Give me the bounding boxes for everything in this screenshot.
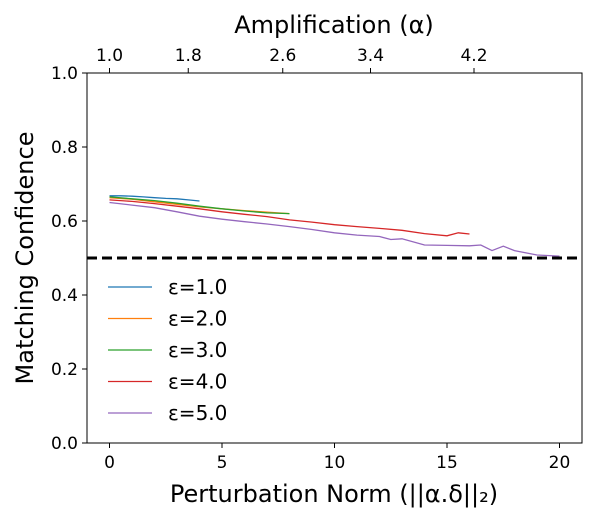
legend-label-5: ε=5.0 <box>168 401 227 425</box>
series-line-1 <box>109 195 200 202</box>
legend-label-4: ε=4.0 <box>168 370 227 394</box>
x-tick-label: 20 <box>549 453 571 473</box>
y-tick-label: 1.0 <box>51 64 78 84</box>
y-tick-label: 0.0 <box>51 434 78 454</box>
y-tick-label: 0.2 <box>51 360 78 380</box>
y-tick-label: 0.4 <box>51 286 78 306</box>
series-line-2 <box>109 197 290 215</box>
top-x-axis-title: Amplification (α) <box>234 11 434 39</box>
top-x-tick-label: 1.0 <box>96 46 123 66</box>
y-tick-label: 0.8 <box>51 138 78 158</box>
x-axis-title: Perturbation Norm (||α.δ||₂) <box>170 480 498 508</box>
top-x-tick-label: 1.8 <box>175 46 202 66</box>
series-line-4 <box>109 199 470 237</box>
x-tick-label: 0 <box>104 453 115 473</box>
series-line-3 <box>109 196 290 215</box>
top-x-tick-label: 3.4 <box>357 46 384 66</box>
axis-layer: 0 5 10 15 20 1.0 1.8 2.6 3.4 4.2 0.0 0.2 0.4 0.6 0.8 1.… <box>51 46 583 473</box>
top-x-tick-label: 2.6 <box>269 46 296 66</box>
x-tick-label: 5 <box>217 453 228 473</box>
plot-layer <box>87 195 582 260</box>
x-tick-label: 10 <box>324 453 346 473</box>
y-tick-label: 0.6 <box>51 212 78 232</box>
legend-label-2: ε=2.0 <box>168 307 227 331</box>
legend-label-1: ε=1.0 <box>168 275 227 299</box>
top-x-tick-label: 4.2 <box>460 46 487 66</box>
x-tick-label: 15 <box>436 453 458 473</box>
series-line-5 <box>109 201 560 257</box>
y-axis-title: Matching Confidence <box>11 132 39 385</box>
legend: ε=1.0 ε=2.0 ε=3.0 ε=4.0 ε=5.0 <box>108 275 227 425</box>
legend-label-3: ε=3.0 <box>168 338 227 362</box>
